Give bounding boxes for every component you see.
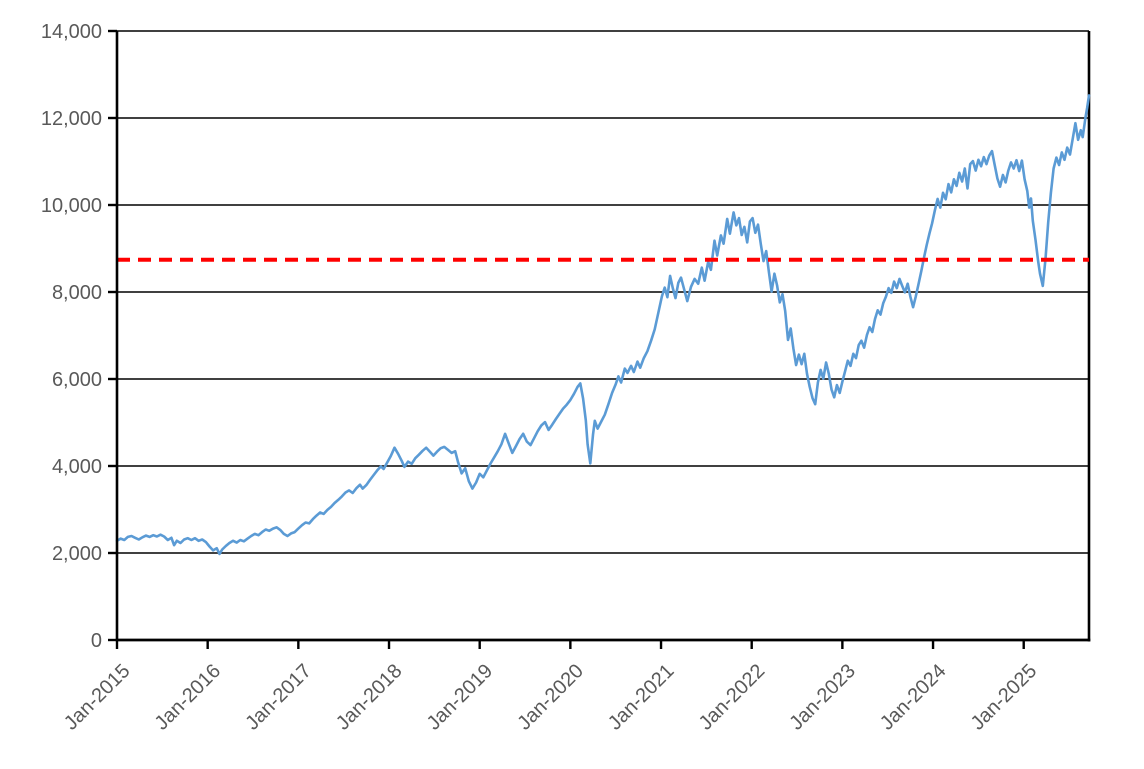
x-tick-label: Jan-2019 (423, 660, 498, 735)
y-gridlines (117, 30, 1089, 554)
x-tick-label: Jan-2020 (513, 660, 588, 735)
y-tick-label: 4,000 (52, 456, 102, 478)
x-tick-label: Jan-2022 (695, 660, 770, 735)
y-tick-label: 10,000 (41, 195, 102, 217)
x-tick-label: Jan-2024 (876, 660, 951, 735)
y-tick-labels: 0 2,000 4,000 6,000 8,000 10,000 12,000 14,000 (41, 21, 117, 652)
x-tick-labels: Jan-2015 Jan-2016 Jan-2017 Jan-2018 Jan-2019… (60, 640, 1041, 735)
x-tick-label: Jan-2016 (151, 660, 226, 735)
y-tick-label: 8,000 (52, 282, 102, 304)
x-tick-label: Jan-2021 (604, 660, 679, 735)
y-tick-label: 6,000 (52, 369, 102, 391)
x-tick-label: Jan-2025 (967, 660, 1042, 735)
x-tick-label: Jan-2023 (785, 660, 860, 735)
y-tick-label: 2,000 (52, 543, 102, 565)
x-tick-label: Jan-2015 (60, 660, 135, 735)
x-tick-label: Jan-2018 (332, 660, 407, 735)
y-tick-label: 12,000 (41, 108, 102, 130)
series-line (115, 94, 1091, 556)
x-tick-label: Jan-2017 (241, 660, 316, 735)
y-tick-label: 0 (91, 630, 102, 652)
y-tick-label: 14,000 (41, 21, 102, 43)
